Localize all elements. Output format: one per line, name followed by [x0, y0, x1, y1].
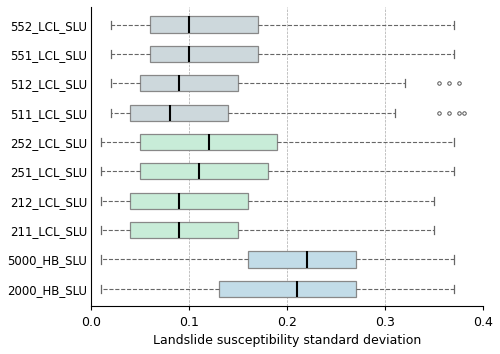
PathPatch shape — [248, 251, 356, 268]
PathPatch shape — [218, 281, 356, 297]
PathPatch shape — [150, 17, 258, 33]
PathPatch shape — [130, 193, 248, 209]
PathPatch shape — [140, 75, 238, 91]
PathPatch shape — [140, 163, 268, 179]
PathPatch shape — [130, 222, 238, 238]
PathPatch shape — [140, 134, 278, 150]
X-axis label: Landslide susceptibility standard deviation: Landslide susceptibility standard deviat… — [153, 334, 421, 347]
PathPatch shape — [150, 46, 258, 62]
PathPatch shape — [130, 104, 228, 121]
